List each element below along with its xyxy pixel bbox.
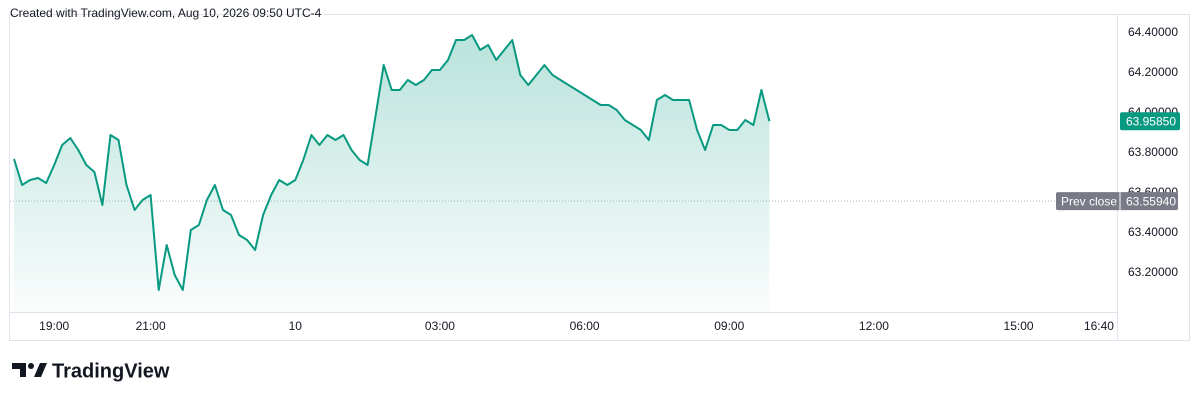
prev-close-value: 63.55940 [1126,194,1176,208]
prev-close-name: Prev close [1061,194,1117,208]
y-tick-label: 63.80000 [1128,145,1178,159]
x-tick-label: 21:00 [136,319,166,333]
x-tick-label: 03:00 [425,319,455,333]
y-tick-label: 63.20000 [1128,265,1178,279]
x-tick-label: 06:00 [570,319,600,333]
brand-logo: TradingView [12,360,170,382]
y-tick-label: 64.20000 [1128,65,1178,79]
x-tick-label: 19:00 [39,319,69,333]
chart-title: Created with TradingView.com, Aug 10, 20… [10,6,322,20]
price-area [14,35,770,312]
last-price-label: 63.95850 [1126,114,1176,128]
y-tick-label: 64.40000 [1128,25,1178,39]
x-tick-label: 09:00 [714,319,744,333]
chart-frame [9,14,1190,341]
x-tick-label: 15:00 [1004,319,1034,333]
y-tick-label: 63.40000 [1128,225,1178,239]
brand-name: TradingView [52,360,170,382]
x-tick-label: 16:40 [1084,319,1114,333]
x-tick-label: 12:00 [859,319,889,333]
last-price-badge [1120,112,1180,131]
x-tick-label: 10 [289,319,303,333]
prev-close-badge [1056,192,1178,211]
price-line [13,34,771,291]
